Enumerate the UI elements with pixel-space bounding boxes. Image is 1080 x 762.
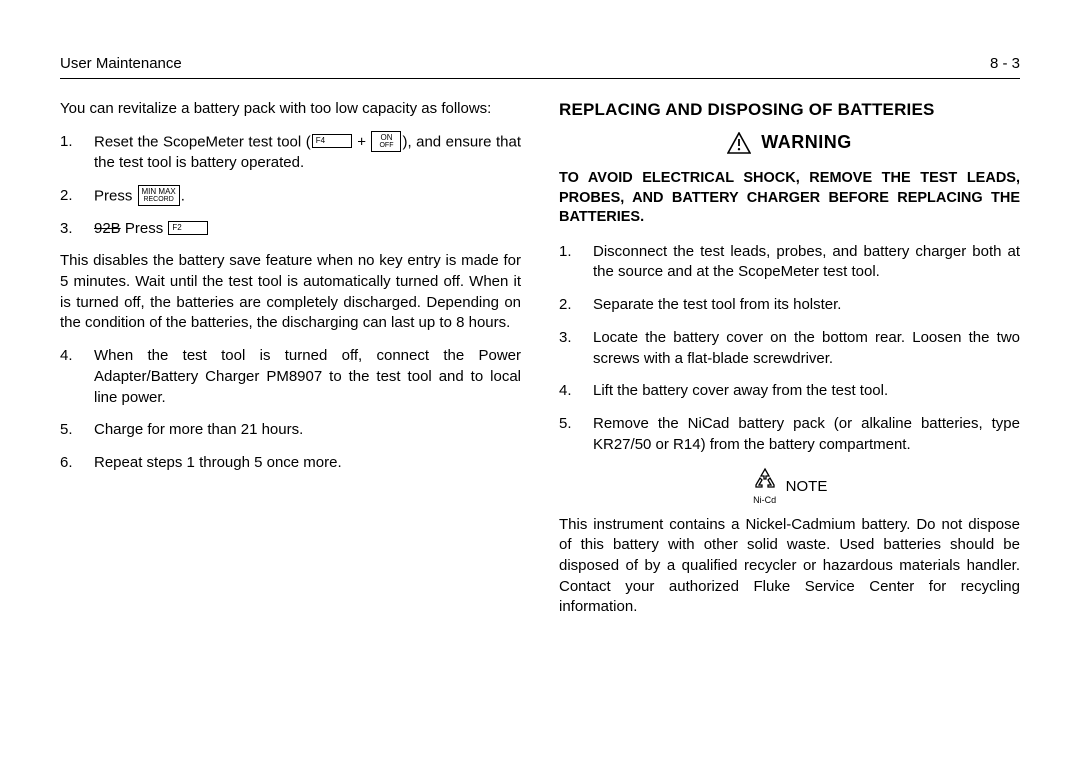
- step-text: Press MIN MAXRECORD.: [94, 186, 521, 207]
- r-step-2: 2. Separate the test tool from its holst…: [559, 295, 1020, 316]
- step-text: Disconnect the test leads, probes, and b…: [593, 242, 1020, 283]
- step-text: When the test tool is turned off, connec…: [94, 346, 521, 408]
- manual-page: User Maintenance 8 - 3 You can revitaliz…: [0, 0, 1080, 762]
- step-number: 3.: [60, 219, 94, 240]
- key-minmax-record-icon: MIN MAXRECORD: [138, 185, 180, 206]
- step-text: Separate the test tool from its holster.: [593, 295, 1020, 316]
- recycle-symbol-wrap: Ni-Cd: [752, 467, 778, 506]
- step3-press: Press: [121, 220, 168, 237]
- step1-part-a: Reset the ScopeMeter test tool (: [94, 133, 311, 150]
- note-label: NOTE: [786, 477, 828, 498]
- page-header: User Maintenance 8 - 3: [60, 55, 1020, 72]
- right-column: REPLACING AND DISPOSING OF BATTERIES WAR…: [559, 99, 1020, 630]
- step1-plus: +: [353, 133, 371, 150]
- warning-header: WARNING: [559, 130, 1020, 155]
- step-text: Repeat steps 1 through 5 once more.: [94, 453, 521, 474]
- key-off-label: OFF: [375, 142, 397, 149]
- warning-body: TO AVOID ELECTRICAL SHOCK, REMOVE THE TE…: [559, 169, 1020, 228]
- revitalize-steps: 1. Reset the ScopeMeter test tool (F4 + …: [60, 132, 521, 240]
- step-number: 2.: [60, 186, 94, 207]
- step-text: Locate the battery cover on the bottom r…: [593, 328, 1020, 369]
- step-number: 6.: [60, 453, 94, 474]
- step-number: 4.: [60, 346, 94, 408]
- step2-part-a: Press: [94, 187, 137, 204]
- step-2: 2. Press MIN MAXRECORD.: [60, 186, 521, 207]
- r-step-3: 3. Locate the battery cover on the botto…: [559, 328, 1020, 369]
- step-number: 4.: [559, 381, 593, 402]
- key-minmax-top: MIN MAX: [142, 187, 176, 196]
- warning-label: WARNING: [761, 130, 852, 155]
- step-text: 92B Press F2: [94, 219, 521, 240]
- step-number: 5.: [559, 414, 593, 455]
- step-number: 1.: [559, 242, 593, 283]
- step-text: Charge for more than 21 hours.: [94, 420, 521, 441]
- replace-steps: 1. Disconnect the test leads, probes, an…: [559, 242, 1020, 456]
- key-on-off-icon: ONOFF: [371, 131, 401, 152]
- key-on-label: ON: [380, 133, 392, 142]
- step-text: Lift the battery cover away from the tes…: [593, 381, 1020, 402]
- step-number: 1.: [60, 132, 94, 174]
- step3-strike: 92B: [94, 220, 121, 237]
- warning-triangle-icon: [727, 132, 751, 154]
- r-step-5: 5. Remove the NiCad battery pack (or alk…: [559, 414, 1020, 455]
- disable-paragraph: This disables the battery save feature w…: [60, 251, 521, 334]
- note-body: This instrument contains a Nickel-Cadmiu…: [559, 515, 1020, 618]
- left-column: You can revitalize a battery pack with t…: [60, 99, 521, 630]
- step-1: 1. Reset the ScopeMeter test tool (F4 + …: [60, 132, 521, 174]
- r-step-4: 4. Lift the battery cover away from the …: [559, 381, 1020, 402]
- key-f4-icon: F4: [312, 134, 352, 148]
- step-number: 5.: [60, 420, 94, 441]
- r-step-1: 1. Disconnect the test leads, probes, an…: [559, 242, 1020, 283]
- two-column-layout: You can revitalize a battery pack with t…: [60, 99, 1020, 630]
- revitalize-steps-cont: 4. When the test tool is turned off, con…: [60, 346, 521, 473]
- header-right: 8 - 3: [990, 55, 1020, 72]
- step2-period: .: [181, 187, 185, 204]
- section-heading: REPLACING AND DISPOSING OF BATTERIES: [559, 99, 1020, 120]
- step-5: 5. Charge for more than 21 hours.: [60, 420, 521, 441]
- key-minmax-bot: RECORD: [142, 196, 176, 203]
- recycle-icon: [752, 467, 778, 493]
- header-rule: [60, 78, 1020, 79]
- header-left: User Maintenance: [60, 55, 182, 72]
- step-text: Reset the ScopeMeter test tool (F4 + ONO…: [94, 132, 521, 174]
- step-4: 4. When the test tool is turned off, con…: [60, 346, 521, 408]
- step-number: 3.: [559, 328, 593, 369]
- step-text: Remove the NiCad battery pack (or alkali…: [593, 414, 1020, 455]
- step-number: 2.: [559, 295, 593, 316]
- step-3: 3. 92B Press F2: [60, 219, 521, 240]
- nicd-label: Ni-Cd: [753, 494, 776, 506]
- intro-paragraph: You can revitalize a battery pack with t…: [60, 99, 521, 120]
- note-header: Ni-Cd NOTE: [559, 467, 1020, 506]
- step-6: 6. Repeat steps 1 through 5 once more.: [60, 453, 521, 474]
- key-f2-icon: F2: [168, 221, 208, 235]
